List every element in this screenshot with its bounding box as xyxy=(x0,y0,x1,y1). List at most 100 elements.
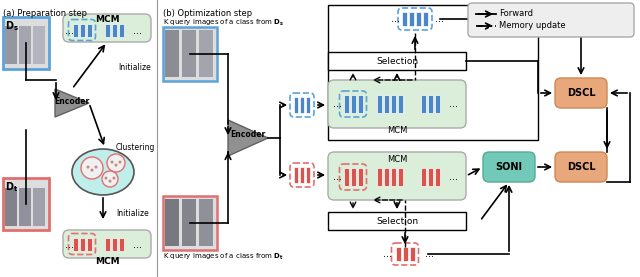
Text: Selection: Selection xyxy=(376,57,418,65)
Text: ...: ... xyxy=(449,99,458,109)
Bar xyxy=(3,178,49,230)
Circle shape xyxy=(118,161,122,164)
Bar xyxy=(398,168,403,186)
Bar xyxy=(377,168,382,186)
FancyBboxPatch shape xyxy=(328,80,466,128)
Bar xyxy=(358,95,362,113)
Bar xyxy=(3,17,49,69)
Bar xyxy=(358,168,362,186)
Bar xyxy=(182,30,196,77)
Text: Encoder: Encoder xyxy=(230,130,266,139)
Bar xyxy=(118,237,124,250)
Bar xyxy=(351,168,355,186)
Bar xyxy=(398,95,403,113)
Bar xyxy=(306,97,310,113)
Bar xyxy=(72,24,77,37)
Text: K query images of a class from $\mathbf{D_t}$: K query images of a class from $\mathbf{… xyxy=(163,252,284,262)
Bar xyxy=(410,247,415,261)
Text: MCM: MCM xyxy=(95,257,119,266)
Bar xyxy=(328,5,538,140)
FancyBboxPatch shape xyxy=(555,78,607,108)
Text: ...: ... xyxy=(426,249,435,259)
Text: Initialize: Initialize xyxy=(118,63,151,71)
Bar xyxy=(384,168,389,186)
Text: MCM: MCM xyxy=(387,126,407,135)
Bar xyxy=(423,12,428,26)
Bar xyxy=(19,188,31,226)
Text: SONI: SONI xyxy=(495,162,522,172)
Circle shape xyxy=(86,166,90,169)
Bar xyxy=(428,95,433,113)
Text: ...: ... xyxy=(333,172,342,182)
Bar xyxy=(19,26,31,64)
Polygon shape xyxy=(228,120,268,156)
Text: DSCL: DSCL xyxy=(566,162,595,172)
Text: $\mathbf{D_s}$: $\mathbf{D_s}$ xyxy=(5,19,19,33)
Text: ...: ... xyxy=(383,249,392,259)
Text: ...: ... xyxy=(65,240,74,250)
Bar xyxy=(111,24,116,37)
Bar xyxy=(33,26,45,64)
Polygon shape xyxy=(55,89,89,117)
Text: ...: ... xyxy=(392,14,401,24)
Text: MCM: MCM xyxy=(95,15,119,24)
Bar xyxy=(79,237,84,250)
Bar xyxy=(435,168,440,186)
Bar xyxy=(111,237,116,250)
Text: K query images of a class from $\mathbf{D_s}$: K query images of a class from $\mathbf{… xyxy=(163,18,284,28)
Circle shape xyxy=(90,169,93,171)
Bar xyxy=(377,95,382,113)
Bar xyxy=(118,24,124,37)
Bar xyxy=(5,188,17,226)
Ellipse shape xyxy=(72,149,134,195)
Bar xyxy=(391,168,396,186)
Circle shape xyxy=(95,166,97,169)
Bar xyxy=(86,237,92,250)
Bar xyxy=(5,26,17,64)
Text: ...: ... xyxy=(333,99,342,109)
Circle shape xyxy=(111,161,113,164)
Circle shape xyxy=(113,177,115,179)
Circle shape xyxy=(104,177,108,179)
Bar xyxy=(86,24,92,37)
Bar xyxy=(435,95,440,113)
Bar xyxy=(300,167,304,183)
Bar xyxy=(420,168,426,186)
Circle shape xyxy=(81,157,103,179)
Text: DSCL: DSCL xyxy=(566,88,595,98)
Text: Forward: Forward xyxy=(499,9,533,19)
Bar xyxy=(328,212,466,230)
FancyBboxPatch shape xyxy=(63,230,151,258)
Bar xyxy=(420,95,426,113)
FancyBboxPatch shape xyxy=(468,3,634,37)
Text: Encoder: Encoder xyxy=(54,97,90,106)
Bar xyxy=(165,199,179,246)
Text: (a) Preparation step: (a) Preparation step xyxy=(3,9,87,18)
Bar xyxy=(163,27,217,81)
Bar xyxy=(294,167,298,183)
Bar xyxy=(72,237,77,250)
Bar xyxy=(351,95,355,113)
Bar xyxy=(199,30,213,77)
Bar xyxy=(403,247,408,261)
Bar xyxy=(104,237,109,250)
Bar xyxy=(402,12,407,26)
Text: MCM: MCM xyxy=(387,155,407,164)
Bar xyxy=(79,24,84,37)
Bar xyxy=(300,97,304,113)
Text: ...: ... xyxy=(449,172,458,182)
Text: $\mathbf{D_t}$: $\mathbf{D_t}$ xyxy=(5,180,19,194)
Bar xyxy=(428,168,433,186)
Bar xyxy=(391,95,396,113)
Bar xyxy=(165,30,179,77)
Text: ...: ... xyxy=(134,240,143,250)
FancyBboxPatch shape xyxy=(328,152,466,200)
Bar xyxy=(104,24,109,37)
Bar xyxy=(163,196,217,250)
Bar xyxy=(182,199,196,246)
Bar xyxy=(396,247,401,261)
Text: Memory update: Memory update xyxy=(499,22,566,30)
FancyBboxPatch shape xyxy=(63,14,151,42)
Bar xyxy=(328,52,466,70)
Text: ...: ... xyxy=(134,26,143,36)
